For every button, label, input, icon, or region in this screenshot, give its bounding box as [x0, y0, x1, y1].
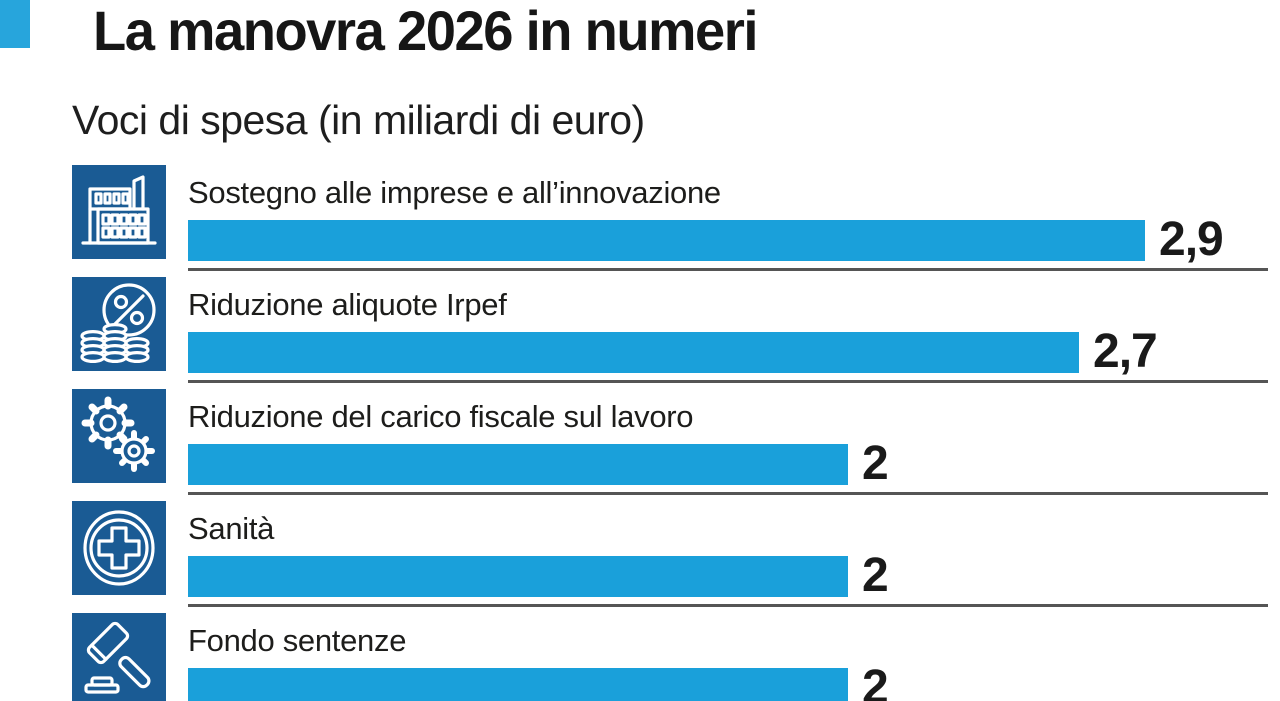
- page-title: La manovra 2026 in numeri: [93, 0, 758, 62]
- bar-line: 2: [188, 437, 1268, 490]
- chart-row: Riduzione del carico fiscale sul lavoro …: [72, 383, 1268, 495]
- chart-row: Riduzione aliquote Irpef 2,7: [72, 271, 1268, 383]
- category-label: Sostegno alle imprese e all’innovazione: [188, 175, 721, 210]
- chart-row: Fondo sentenze 2: [72, 607, 1268, 701]
- gavel-icon: [72, 613, 166, 701]
- category-label: Riduzione aliquote Irpef: [188, 287, 507, 322]
- chart-rows: Sostegno alle imprese e all’innovazione …: [72, 159, 1268, 701]
- bar-line: 2,9: [188, 213, 1268, 266]
- bar-line: 2,7: [188, 325, 1268, 378]
- chart-row: Sanità 2: [72, 495, 1268, 607]
- coins-percent-icon: [72, 277, 166, 371]
- value-bar: [188, 555, 848, 597]
- title-accent-square: [0, 0, 30, 48]
- value-label: 2: [862, 661, 889, 701]
- row-content: Riduzione del carico fiscale sul lavoro …: [188, 383, 1268, 495]
- row-content: Fondo sentenze 2: [188, 607, 1268, 701]
- factory-icon: [72, 165, 166, 259]
- chart-subtitle: Voci di spesa (in miliardi di euro): [72, 97, 645, 143]
- category-label: Fondo sentenze: [188, 623, 407, 658]
- chart-row: Sostegno alle imprese e all’innovazione …: [72, 159, 1268, 271]
- health-cross-icon: [72, 501, 166, 595]
- row-content: Sanità 2: [188, 495, 1268, 607]
- gears-icon: [72, 389, 166, 483]
- value-bar: [188, 331, 1079, 373]
- value-label: 2,9: [1159, 213, 1224, 266]
- bar-line: 2: [188, 549, 1268, 602]
- value-label: 2: [862, 437, 889, 490]
- bar-line: 2: [188, 661, 1268, 701]
- value-bar: [188, 219, 1145, 261]
- value-label: 2,7: [1093, 325, 1158, 378]
- value-bar: [188, 667, 848, 701]
- row-content: Sostegno alle imprese e all’innovazione …: [188, 159, 1268, 271]
- category-label: Sanità: [188, 511, 275, 546]
- row-content: Riduzione aliquote Irpef 2,7: [188, 271, 1268, 383]
- category-label: Riduzione del carico fiscale sul lavoro: [188, 399, 694, 434]
- value-label: 2: [862, 549, 889, 602]
- value-bar: [188, 443, 848, 485]
